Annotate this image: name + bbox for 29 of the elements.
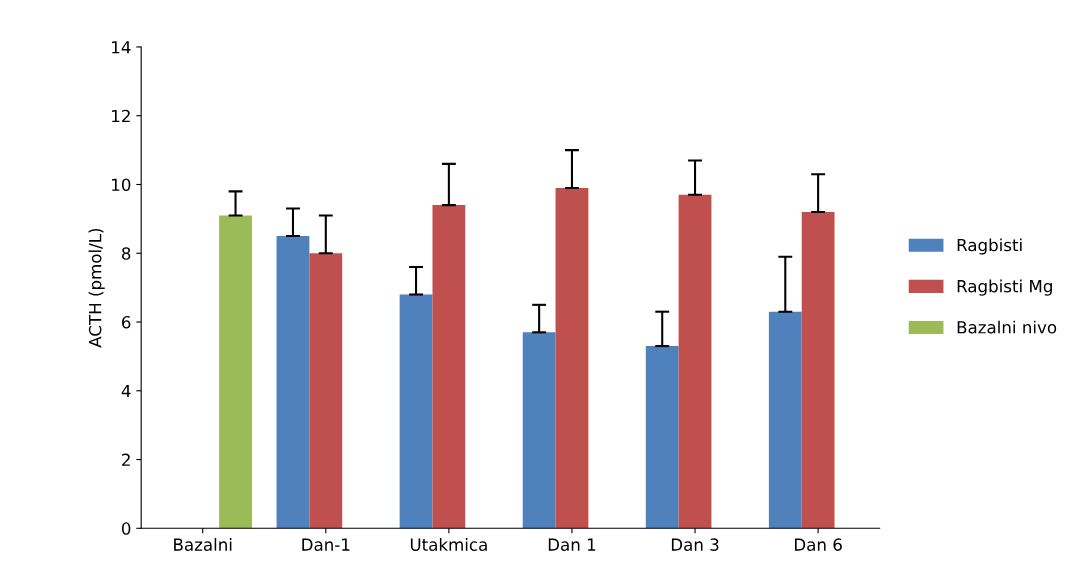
x-tick-label: Dan 1 — [548, 538, 596, 551]
bar — [678, 194, 712, 529]
bar — [555, 187, 589, 529]
bar — [432, 205, 466, 529]
bar — [276, 236, 310, 529]
y-tick-label: 12 — [112, 109, 130, 123]
y-tick-label: 14 — [112, 41, 131, 54]
y-tick-label: 6 — [122, 315, 131, 329]
bar — [645, 346, 679, 529]
y-tick-label: 10 — [112, 178, 131, 192]
y-tick-label: 8 — [121, 247, 131, 260]
x-tick-label: Bazalni — [174, 538, 232, 551]
y-axis-title: ACTH (pmol/L) — [88, 228, 105, 348]
y-tick-label: 4 — [121, 384, 131, 398]
bar — [768, 311, 802, 529]
legend-label: Bazalni nivo — [957, 320, 1057, 334]
legend-label: Ragbisti — [957, 238, 1022, 255]
legend-label: Ragbisti Mg — [957, 279, 1052, 296]
x-tick-label: Utakmica — [410, 538, 487, 551]
bar — [399, 294, 433, 529]
bar — [219, 215, 252, 529]
y-tick-label: 2 — [122, 453, 130, 466]
x-tick-label: Dan 3 — [671, 538, 719, 551]
x-tick-label: Dan-1 — [302, 538, 350, 551]
y-tick-label: 0 — [121, 522, 131, 535]
bar — [522, 332, 556, 529]
x-tick-label: Dan 6 — [795, 538, 842, 551]
bar — [801, 211, 835, 529]
bar — [309, 253, 343, 529]
